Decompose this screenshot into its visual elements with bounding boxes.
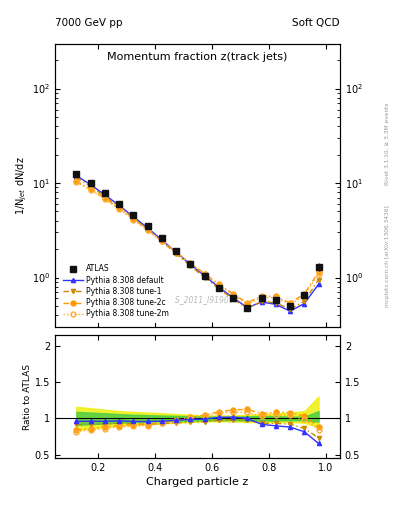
Pythia 8.308 tune-1 <box>188 263 193 269</box>
Text: Rivet 3.1.10, ≥ 3.3M events: Rivet 3.1.10, ≥ 3.3M events <box>385 102 389 185</box>
Legend: ATLAS, Pythia 8.308 default, Pythia 8.308 tune-1, Pythia 8.308 tune-2c, Pythia 8: ATLAS, Pythia 8.308 default, Pythia 8.30… <box>59 260 174 323</box>
Pythia 8.308 tune-2c <box>202 270 207 276</box>
Pythia 8.308 tune-2c <box>160 238 164 244</box>
Pythia 8.308 tune-2m <box>74 179 79 185</box>
Y-axis label: 1/N$_{jet}$ dN/dz: 1/N$_{jet}$ dN/dz <box>15 156 29 215</box>
Pythia 8.308 tune-1 <box>131 215 136 221</box>
Pythia 8.308 default <box>316 281 321 287</box>
Pythia 8.308 tune-1 <box>259 298 264 304</box>
Pythia 8.308 tune-2c <box>302 291 307 297</box>
Pythia 8.308 tune-2m <box>131 217 136 223</box>
Pythia 8.308 default <box>231 295 235 301</box>
Pythia 8.308 tune-1 <box>231 296 235 302</box>
Pythia 8.308 default <box>288 308 292 314</box>
Pythia 8.308 default <box>302 301 307 307</box>
Pythia 8.308 tune-1 <box>288 306 292 312</box>
Pythia 8.308 tune-1 <box>316 276 321 283</box>
Pythia 8.308 tune-1 <box>74 174 79 180</box>
Pythia 8.308 tune-1 <box>302 298 307 304</box>
Pythia 8.308 tune-2c <box>274 293 278 300</box>
Pythia 8.308 tune-2c <box>288 300 292 306</box>
Pythia 8.308 tune-1 <box>145 226 150 232</box>
Line: Pythia 8.308 tune-2c: Pythia 8.308 tune-2c <box>74 179 321 305</box>
Text: Momentum fraction z(track jets): Momentum fraction z(track jets) <box>107 52 288 62</box>
Pythia 8.308 tune-1 <box>174 251 178 257</box>
Line: Pythia 8.308 default: Pythia 8.308 default <box>74 174 321 313</box>
Pythia 8.308 default <box>117 202 121 208</box>
Pythia 8.308 tune-1 <box>217 286 221 292</box>
Pythia 8.308 tune-2c <box>245 300 250 306</box>
Pythia 8.308 default <box>274 301 278 307</box>
Pythia 8.308 default <box>202 273 207 279</box>
Pythia 8.308 tune-2m <box>231 292 235 298</box>
Pythia 8.308 tune-2m <box>245 301 250 307</box>
Pythia 8.308 tune-2m <box>174 250 178 256</box>
Pythia 8.308 tune-1 <box>103 194 107 200</box>
Pythia 8.308 default <box>145 225 150 231</box>
Pythia 8.308 tune-2m <box>103 197 107 203</box>
Pythia 8.308 tune-2c <box>131 216 136 222</box>
Pythia 8.308 tune-1 <box>117 204 121 210</box>
Pythia 8.308 tune-2c <box>74 178 79 184</box>
Pythia 8.308 default <box>103 192 107 198</box>
Pythia 8.308 tune-2m <box>316 270 321 276</box>
Line: Pythia 8.308 tune-1: Pythia 8.308 tune-1 <box>74 175 321 311</box>
Pythia 8.308 tune-2m <box>217 282 221 288</box>
Text: 7000 GeV pp: 7000 GeV pp <box>55 18 123 28</box>
Pythia 8.308 tune-2c <box>316 269 321 275</box>
Text: Soft QCD: Soft QCD <box>292 18 340 28</box>
Pythia 8.308 tune-2m <box>288 301 292 307</box>
Pythia 8.308 default <box>74 173 79 179</box>
Pythia 8.308 tune-2c <box>145 227 150 233</box>
Pythia 8.308 tune-2c <box>103 195 107 201</box>
Pythia 8.308 tune-2m <box>160 238 164 244</box>
Pythia 8.308 default <box>88 182 93 188</box>
Pythia 8.308 tune-2m <box>259 294 264 300</box>
Y-axis label: Ratio to ATLAS: Ratio to ATLAS <box>23 364 32 430</box>
Pythia 8.308 default <box>131 214 136 220</box>
Pythia 8.308 default <box>160 237 164 243</box>
Pythia 8.308 tune-2m <box>88 187 93 193</box>
Pythia 8.308 tune-2m <box>274 295 278 301</box>
Pythia 8.308 tune-2m <box>145 227 150 233</box>
Pythia 8.308 tune-1 <box>274 300 278 306</box>
Pythia 8.308 tune-2c <box>188 260 193 266</box>
Pythia 8.308 tune-2c <box>231 291 235 297</box>
Pythia 8.308 tune-2c <box>88 186 93 193</box>
Pythia 8.308 default <box>217 284 221 290</box>
Pythia 8.308 tune-2c <box>174 249 178 255</box>
Pythia 8.308 tune-2m <box>188 261 193 267</box>
Pythia 8.308 tune-2c <box>259 293 264 299</box>
X-axis label: Charged particle z: Charged particle z <box>146 477 249 487</box>
Pythia 8.308 default <box>245 305 250 311</box>
Pythia 8.308 tune-1 <box>160 238 164 244</box>
Pythia 8.308 tune-2m <box>117 206 121 212</box>
Pythia 8.308 tune-1 <box>202 274 207 281</box>
Pythia 8.308 tune-2c <box>217 281 221 287</box>
Pythia 8.308 tune-2m <box>302 293 307 299</box>
Pythia 8.308 tune-2c <box>117 205 121 211</box>
Pythia 8.308 default <box>188 261 193 267</box>
Pythia 8.308 default <box>259 299 264 305</box>
Pythia 8.308 tune-2m <box>202 271 207 278</box>
Text: ATLAS_2011_I919017: ATLAS_2011_I919017 <box>156 295 239 304</box>
Text: mcplots.cern.ch [arXiv:1306.3436]: mcplots.cern.ch [arXiv:1306.3436] <box>385 205 389 307</box>
Pythia 8.308 default <box>174 249 178 255</box>
Pythia 8.308 tune-1 <box>245 306 250 312</box>
Pythia 8.308 tune-1 <box>88 183 93 189</box>
Line: Pythia 8.308 tune-2m: Pythia 8.308 tune-2m <box>74 180 321 307</box>
